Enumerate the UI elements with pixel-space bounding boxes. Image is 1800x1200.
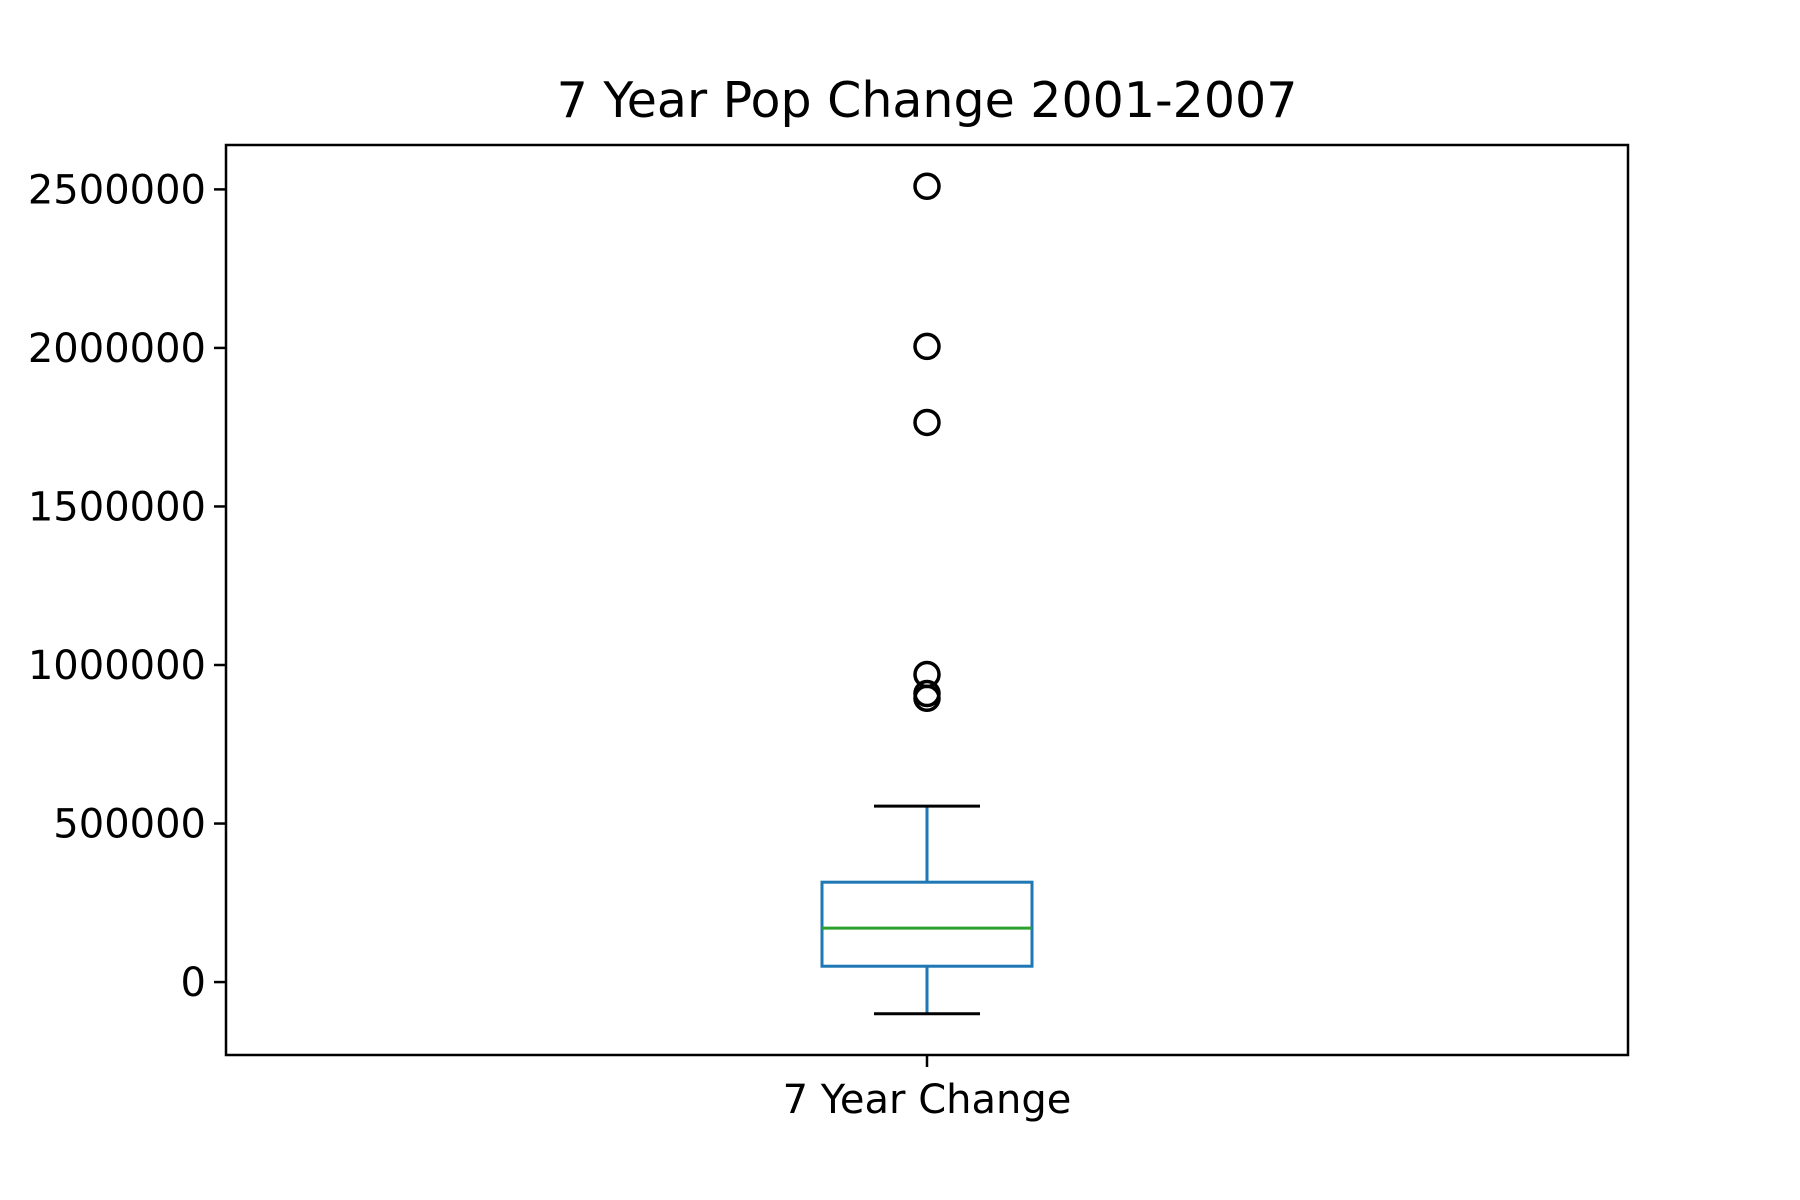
outlier-point xyxy=(913,332,941,361)
y-tick-label: 2500000 xyxy=(28,167,206,213)
y-tick-label: 1000000 xyxy=(28,643,206,689)
outlier-point xyxy=(913,684,941,713)
y-tick-label: 2000000 xyxy=(28,326,206,372)
outlier-point xyxy=(913,408,941,437)
y-tick-label: 500000 xyxy=(53,802,206,848)
box-group xyxy=(820,172,1034,1016)
chart-title: 7 Year Pop Change 2001-2007 xyxy=(557,72,1298,129)
iqr-box xyxy=(820,880,1034,968)
y-axis: 0 500000 1000000 1500000 2000000 2500000 xyxy=(28,167,226,1006)
outlier-point xyxy=(913,172,941,200)
y-tick-label: 1500000 xyxy=(28,484,206,530)
y-tick-label: 0 xyxy=(181,960,206,1006)
x-tick-label: 7 Year Change xyxy=(783,1077,1072,1123)
x-axis: 7 Year Change xyxy=(783,1055,1072,1123)
plot-area-frame xyxy=(224,143,1630,1057)
